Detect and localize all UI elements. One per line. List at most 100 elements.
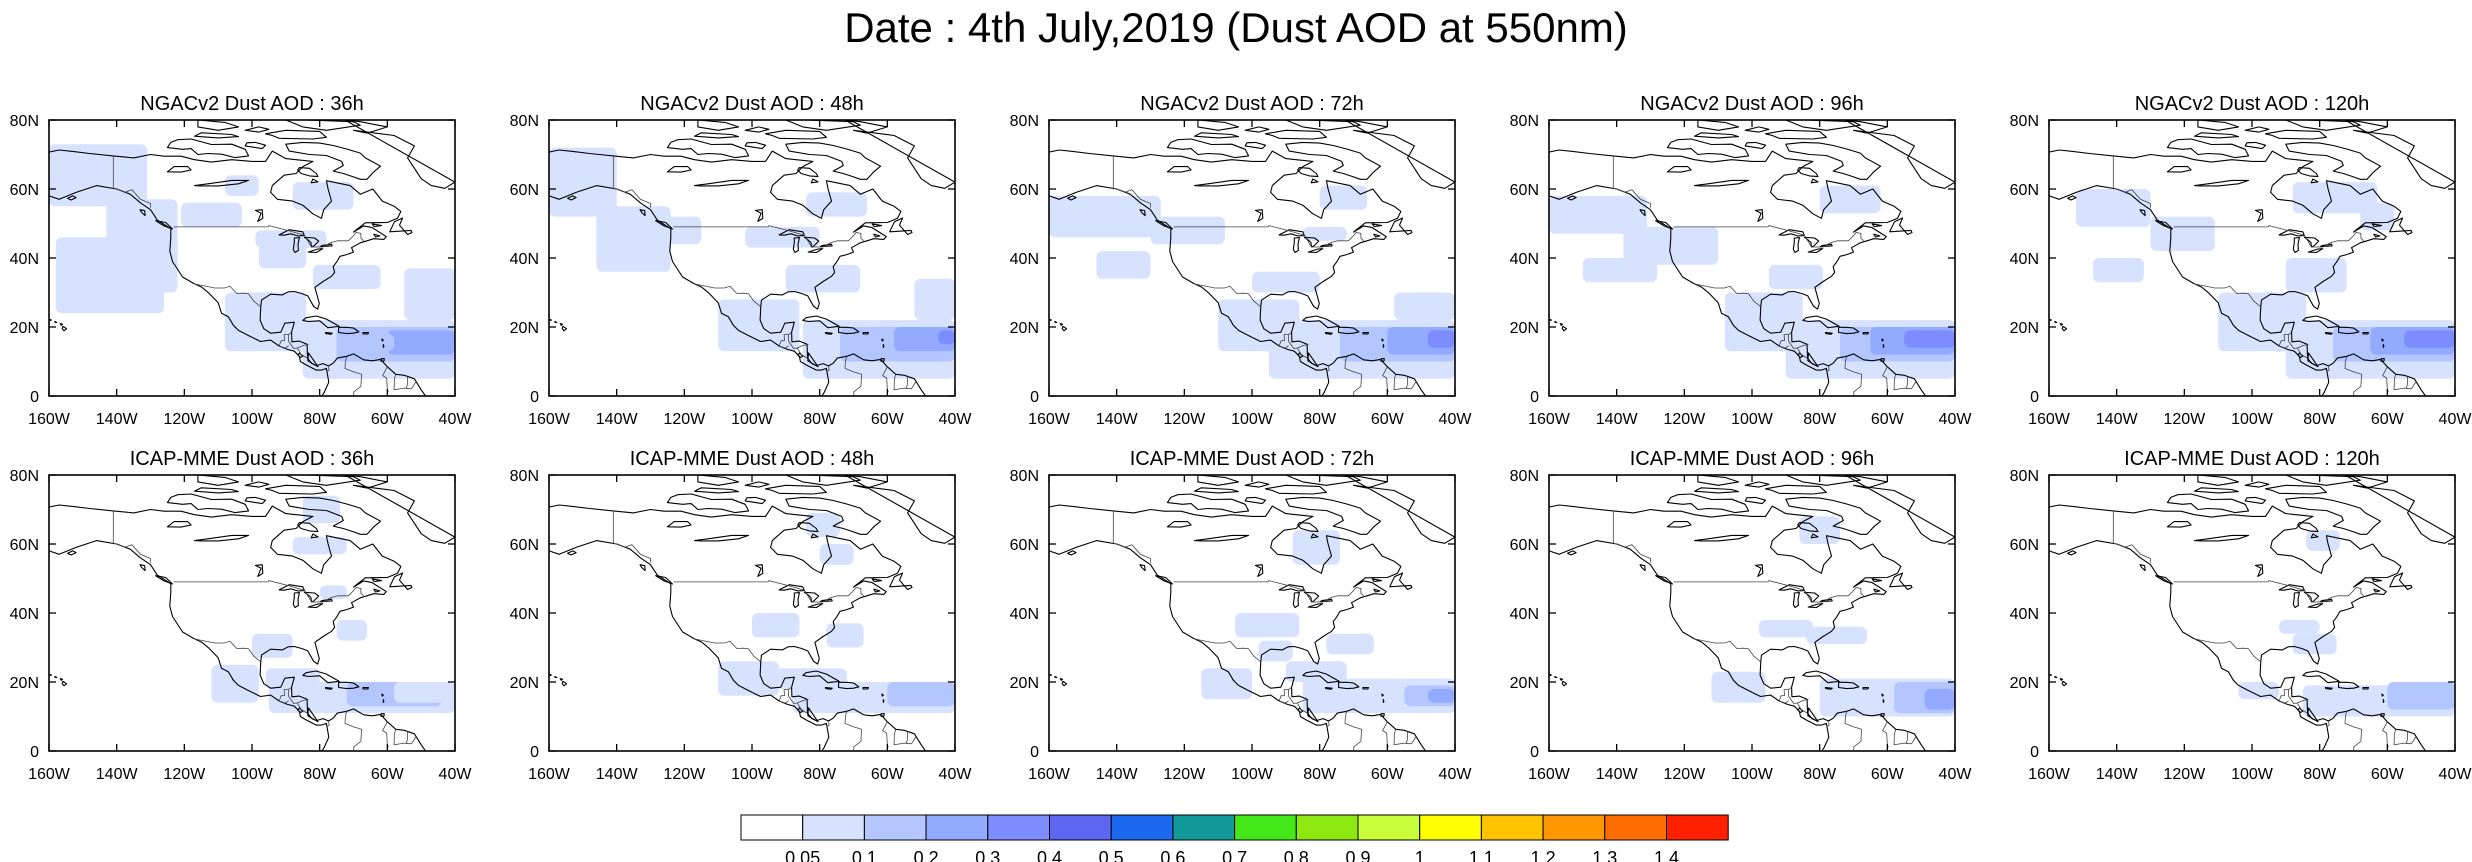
country-borders: [2112, 510, 2417, 751]
dust-aod-field: [1549, 185, 1955, 379]
x-tick-label: 160W: [1028, 766, 1071, 783]
x-tick-label: 100W: [1231, 766, 1274, 783]
panel-title: NGACv2 Dust AOD : 72h: [1140, 93, 1363, 115]
map-panel-ngacv2-72h: NGACv2 Dust AOD : 72h 160W 140W 120W 100W 80W…: [1010, 93, 1473, 428]
x-tick-label: 140W: [1596, 766, 1639, 783]
x-tick-label: 60W: [1371, 411, 1405, 428]
coastlines: [2049, 120, 2455, 396]
y-tick-label: 60N: [510, 537, 539, 554]
colorbar-label: 1.4: [1654, 848, 1679, 862]
dust-aod-field: [718, 512, 955, 714]
coastlines: [1549, 475, 1955, 751]
y-tick-label: 0: [2030, 389, 2039, 406]
y-tick-label: 80N: [510, 468, 539, 485]
colorbar-label: 0.5: [1099, 848, 1124, 862]
y-tick-label: 20N: [1010, 320, 1039, 337]
colorbar-swatch: [1542, 814, 1606, 841]
y-tick-label: 40N: [1510, 606, 1539, 623]
x-tick-label: 120W: [1163, 411, 1206, 428]
country-borders: [1612, 155, 1917, 396]
colorbar-swatch: [925, 814, 989, 841]
y-tick-label: 0: [1030, 389, 1039, 406]
y-tick-label: 80N: [10, 468, 39, 485]
country-borders: [612, 155, 917, 396]
map-panel-ngacv2-96h: NGACv2 Dust AOD : 96h 160W 140W 120W 100W 80W…: [1510, 93, 1973, 428]
colorbar-label: 1.3: [1592, 848, 1617, 862]
x-tick-label: 80W: [2303, 411, 2337, 428]
panel-title: ICAP-MME Dust AOD : 120h: [2124, 448, 2380, 470]
x-tick-label: 160W: [2028, 411, 2071, 428]
x-tick-label: 40W: [439, 411, 473, 428]
y-tick-label: 40N: [510, 251, 539, 268]
figure-title: Date : 4th July,2019 (Dust AOD at 550nm): [844, 4, 1628, 51]
coastlines: [49, 120, 455, 396]
x-tick-label: 60W: [871, 766, 905, 783]
coastlines: [2049, 475, 2455, 751]
country-borders: [1112, 510, 1417, 751]
colorbar-swatch: [1419, 814, 1482, 841]
colorbar-swatch: [1049, 814, 1112, 841]
y-tick-label: 0: [1530, 744, 1539, 761]
x-tick-label: 140W: [96, 766, 139, 783]
colorbar-swatch: [1604, 814, 1668, 841]
dust-aod-field: [1049, 185, 1455, 379]
y-tick-label: 60N: [2010, 182, 2039, 199]
x-tick-label: 160W: [1528, 411, 1571, 428]
x-tick-label: 100W: [231, 411, 274, 428]
x-tick-label: 80W: [1803, 766, 1837, 783]
x-tick-label: 160W: [528, 766, 571, 783]
y-tick-label: 20N: [1510, 675, 1539, 692]
x-tick-label: 80W: [803, 766, 837, 783]
y-tick-label: 60N: [1510, 182, 1539, 199]
x-tick-label: 40W: [939, 411, 973, 428]
country-borders: [112, 510, 417, 751]
x-tick-label: 100W: [2231, 411, 2274, 428]
x-tick-label: 80W: [803, 411, 837, 428]
x-tick-label: 120W: [163, 411, 206, 428]
y-tick-label: 0: [1030, 744, 1039, 761]
dust-aod-field: [211, 495, 455, 714]
colorbar-swatch: [1357, 814, 1421, 841]
x-tick-label: 140W: [2096, 766, 2139, 783]
x-tick-label: 80W: [1303, 411, 1337, 428]
y-tick-label: 60N: [510, 182, 539, 199]
y-tick-label: 0: [530, 744, 539, 761]
x-tick-label: 80W: [1803, 411, 1837, 428]
colorbar-swatch: [1172, 814, 1236, 841]
panel-title: NGACv2 Dust AOD : 48h: [640, 93, 863, 115]
y-tick-label: 80N: [1510, 113, 1539, 130]
y-tick-label: 0: [30, 744, 39, 761]
x-tick-label: 120W: [1163, 766, 1206, 783]
colorbar-label: 1: [1415, 848, 1425, 862]
y-tick-label: 80N: [510, 113, 539, 130]
dust-aod-field: [1201, 530, 1455, 714]
y-tick-label: 80N: [2010, 468, 2039, 485]
x-tick-label: 40W: [2439, 766, 2472, 783]
x-tick-label: 100W: [1731, 411, 1774, 428]
map-panel-ngacv2-48h: NGACv2 Dust AOD : 48h 160W 140W 120W 100W 80W…: [510, 93, 973, 428]
map-panel-icap-mme-72h: ICAP-MME Dust AOD : 72h 160W 140W 120W 100W 8…: [1010, 448, 1473, 783]
x-tick-label: 100W: [231, 766, 274, 783]
y-tick-label: 40N: [2010, 251, 2039, 268]
colorbar-label: 0.7: [1222, 848, 1247, 862]
dust-aod-field: [549, 147, 955, 379]
y-tick-label: 40N: [1010, 606, 1039, 623]
x-tick-label: 40W: [939, 766, 973, 783]
y-tick-label: 0: [2030, 744, 2039, 761]
y-tick-label: 40N: [2010, 606, 2039, 623]
y-tick-label: 60N: [1010, 182, 1039, 199]
country-borders: [612, 510, 917, 751]
y-tick-label: 20N: [2010, 320, 2039, 337]
country-borders: [1112, 155, 1417, 396]
y-tick-label: 40N: [1010, 251, 1039, 268]
map-panel-icap-mme-36h: ICAP-MME Dust AOD : 36h 160W 140W 120W 100W 8…: [10, 448, 473, 783]
colorbar-swatch: [802, 814, 865, 841]
x-tick-label: 120W: [2163, 411, 2206, 428]
y-tick-label: 20N: [10, 675, 39, 692]
panel-title: ICAP-MME Dust AOD : 36h: [130, 448, 375, 470]
colorbar-label: 0.1: [852, 848, 877, 862]
y-tick-label: 60N: [1010, 537, 1039, 554]
coastlines: [549, 475, 955, 751]
y-tick-label: 20N: [2010, 675, 2039, 692]
